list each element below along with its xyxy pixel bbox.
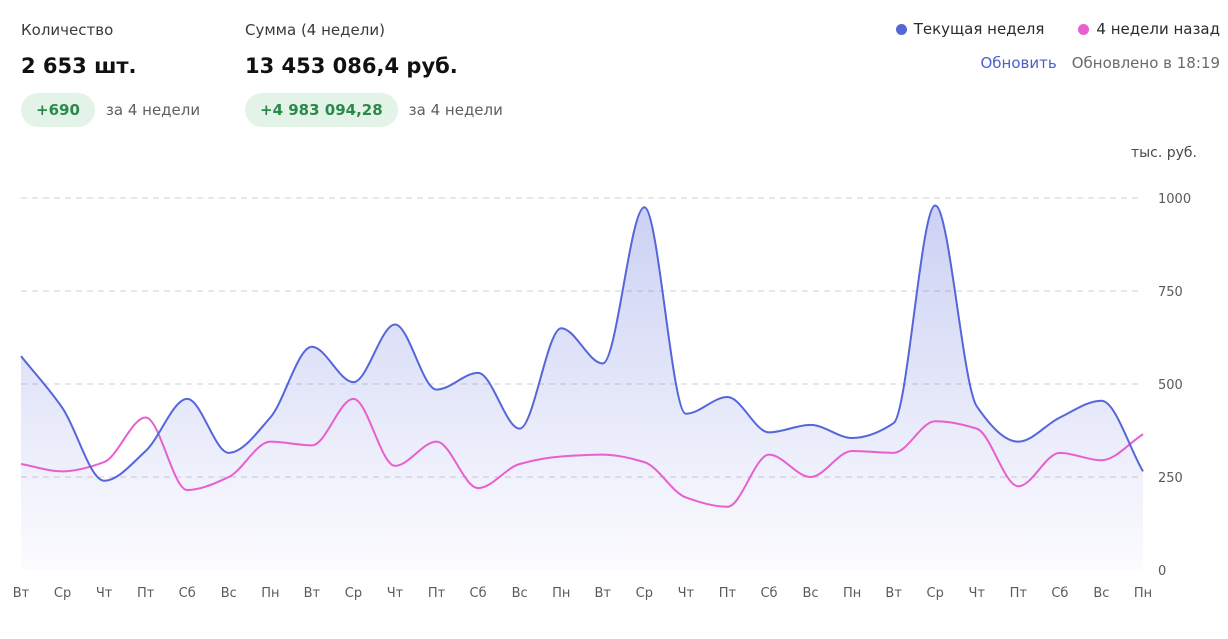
sum-value: 13 453 086,4 руб.	[245, 54, 458, 78]
updated-timestamp: Обновлено в 18:19	[1071, 54, 1220, 72]
x-tick-label: Вс	[1093, 586, 1109, 601]
quantity-value: 2 653 шт.	[21, 54, 137, 78]
quantity-period: за 4 недели	[105, 101, 201, 119]
sum-delta-badge: +4 983 094,28	[245, 93, 398, 127]
x-tick-label: Пт	[1010, 586, 1028, 601]
refresh-button[interactable]: Обновить	[980, 54, 1057, 72]
sum-period: за 4 недели	[408, 101, 503, 119]
x-tick-label: Сб	[179, 586, 196, 601]
sum-stat: Сумма (4 недели) 13 453 086,4 руб. +4 98…	[245, 20, 503, 127]
series-current-line	[20, 204, 1144, 482]
x-tick-label: Вт	[13, 586, 30, 601]
y-tick-label: 750	[1158, 285, 1183, 300]
y-tick-label: 500	[1158, 378, 1183, 393]
legend-item-previous[interactable]: 4 недели назад	[1078, 20, 1220, 38]
x-tick-label: Ср	[927, 586, 944, 601]
sales-chart: тыс. руб. 0 250 500 750 1000 Вт Ср Чт Пт Сб Вс Пн Вт С…	[13, 145, 1197, 601]
x-tick-label: Пт	[719, 586, 737, 601]
x-tick-label: Вт	[885, 586, 902, 601]
x-tick-label: Вс	[512, 586, 528, 601]
x-tick-label: Пн	[843, 586, 861, 601]
quantity-stat: Количество 2 653 шт. +690 за 4 недели	[21, 20, 200, 127]
x-tick-label: Вс	[221, 586, 237, 601]
y-unit-label: тыс. руб.	[1131, 145, 1197, 161]
x-tick-label: Вс	[803, 586, 819, 601]
quantity-delta-badge: +690	[21, 93, 95, 127]
sum-label: Сумма (4 недели)	[245, 21, 385, 39]
chart-legend: Текущая неделя 4 недели назад	[862, 20, 1220, 38]
legend-item-current[interactable]: Текущая неделя	[895, 20, 1045, 38]
x-tick-label: Сб	[470, 586, 487, 601]
y-tick-label: 1000	[1158, 192, 1191, 207]
legend-dot-current-icon	[895, 23, 907, 35]
legend-label-previous: 4 недели назад	[1096, 20, 1220, 38]
x-tick-label: Вт	[595, 586, 612, 601]
x-tick-label: Пт	[428, 586, 446, 601]
series-previous-line	[20, 397, 1144, 508]
x-tick-label: Вт	[304, 586, 321, 601]
x-tick-label: Ср	[54, 586, 71, 601]
x-tick-label: Сб	[1051, 586, 1068, 601]
x-tick-label: Пт	[137, 586, 155, 601]
x-tick-label: Ср	[636, 586, 653, 601]
x-tick-label: Сб	[760, 586, 777, 601]
x-tick-label: Ср	[345, 586, 362, 601]
x-tick-label: Чт	[96, 586, 113, 601]
legend-label-current: Текущая неделя	[913, 20, 1045, 38]
y-tick-label: 250	[1158, 471, 1183, 486]
series-current-area	[21, 205, 1143, 570]
x-tick-label: Чт	[969, 586, 986, 601]
x-tick-label: Пн	[552, 586, 570, 601]
y-tick-label: 0	[1158, 564, 1166, 579]
x-tick-label: Чт	[387, 586, 404, 601]
x-tick-label: Чт	[678, 586, 695, 601]
legend-dot-previous-icon	[1078, 23, 1090, 35]
x-tick-label: Пн	[1134, 586, 1152, 601]
x-tick-label: Пн	[261, 586, 279, 601]
quantity-label: Количество	[21, 21, 114, 39]
